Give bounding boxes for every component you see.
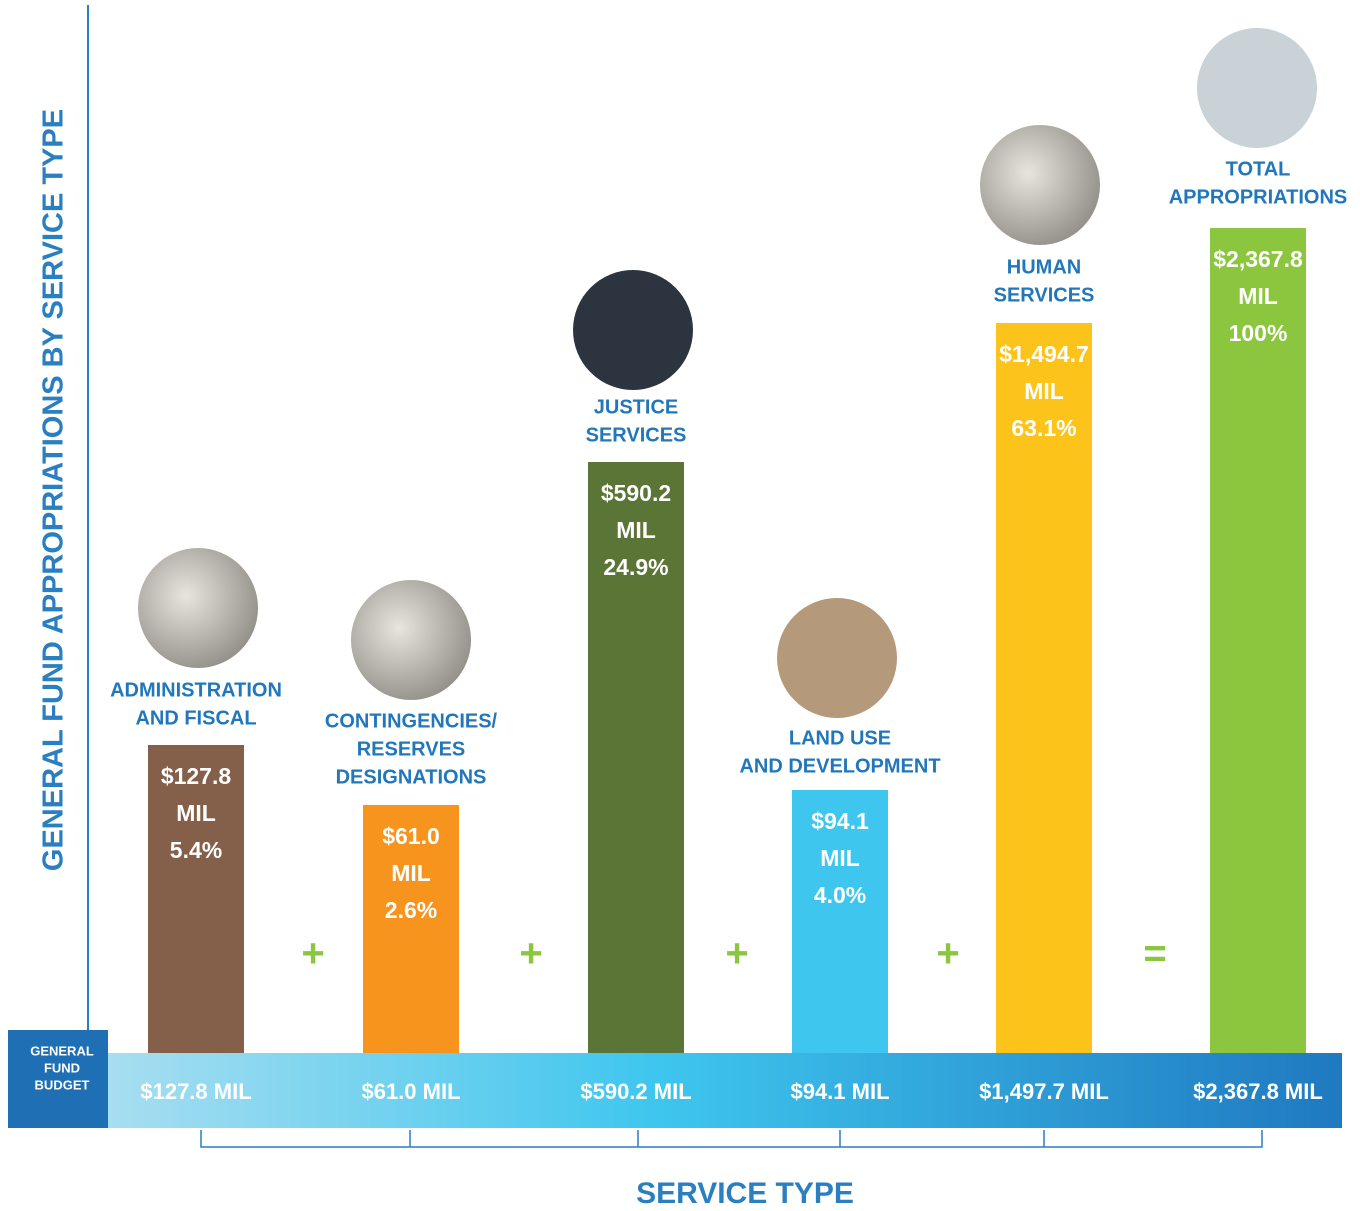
bracket: [201, 1130, 1262, 1147]
budget-value: $127.8 MIL: [140, 1079, 251, 1104]
bar-amount: $1,494.7: [999, 341, 1089, 367]
y-axis-label: GENERAL FUND APPROPRIATIONS BY SERVICE T…: [38, 109, 70, 871]
bar-unit: MIL: [820, 845, 860, 871]
category-label: ADMINISTRATION: [110, 679, 282, 701]
category-label: CONTINGENCIES/: [325, 710, 498, 732]
category-label: JUSTICE: [594, 396, 678, 418]
category-label: AND DEVELOPMENT: [739, 755, 940, 777]
bar-percent: 63.1%: [1011, 415, 1076, 441]
infographic: GENERAL FUND APPROPRIATIONS BY SERVICE T…: [0, 0, 1360, 1211]
bar: [1210, 228, 1306, 1053]
budget-value: $2,367.8 MIL: [1193, 1079, 1323, 1104]
bar: [588, 462, 684, 1053]
budget-band: [100, 1053, 1342, 1128]
bar-unit: MIL: [1024, 378, 1064, 404]
category-label: RESERVES: [357, 738, 466, 760]
bar-percent: 2.6%: [385, 897, 437, 923]
budget-value: $94.1 MIL: [790, 1079, 889, 1104]
photo: [573, 270, 693, 390]
category-label: TOTAL: [1226, 158, 1291, 180]
photo: [777, 598, 897, 718]
bar-percent: 24.9%: [603, 554, 668, 580]
operator: +: [519, 932, 542, 976]
category-label: APPROPRIATIONS: [1169, 186, 1348, 208]
photo: [1197, 28, 1317, 148]
bar-unit: MIL: [1238, 283, 1278, 309]
bar-percent: 4.0%: [814, 882, 866, 908]
category-label: LAND USE: [789, 727, 891, 749]
x-axis-label: SERVICE TYPE: [636, 1177, 854, 1210]
bar-amount: $94.1: [811, 808, 869, 834]
budget-label: FUND: [44, 1060, 80, 1075]
bar-percent: 5.4%: [170, 837, 222, 863]
bar-amount: $127.8: [161, 763, 232, 789]
bar-unit: MIL: [176, 800, 216, 826]
operator: +: [725, 932, 748, 976]
category-label: HUMAN: [1007, 256, 1081, 278]
bar: [148, 745, 244, 1053]
bar-amount: $590.2: [601, 480, 671, 506]
photo: [351, 580, 471, 700]
category-label: DESIGNATIONS: [336, 766, 487, 788]
category-label: AND FISCAL: [135, 707, 256, 729]
photo: [980, 125, 1100, 245]
bar-percent: 100%: [1229, 320, 1288, 346]
photos: [138, 28, 1317, 718]
operator: +: [301, 932, 324, 976]
category-label: SERVICES: [586, 424, 687, 446]
budget-value: $590.2 MIL: [580, 1079, 691, 1104]
operator: =: [1143, 932, 1166, 976]
category-label: SERVICES: [994, 284, 1095, 306]
budget-label: BUDGET: [35, 1077, 90, 1092]
bar-amount: $61.0: [382, 823, 440, 849]
photo: [138, 548, 258, 668]
budget-value: $1,497.7 MIL: [979, 1079, 1109, 1104]
operator: +: [936, 932, 959, 976]
bar-unit: MIL: [616, 517, 656, 543]
budget-value: $61.0 MIL: [361, 1079, 460, 1104]
budget-label: GENERAL: [30, 1043, 94, 1058]
bar-amount: $2,367.8: [1213, 246, 1303, 272]
bar-unit: MIL: [391, 860, 431, 886]
